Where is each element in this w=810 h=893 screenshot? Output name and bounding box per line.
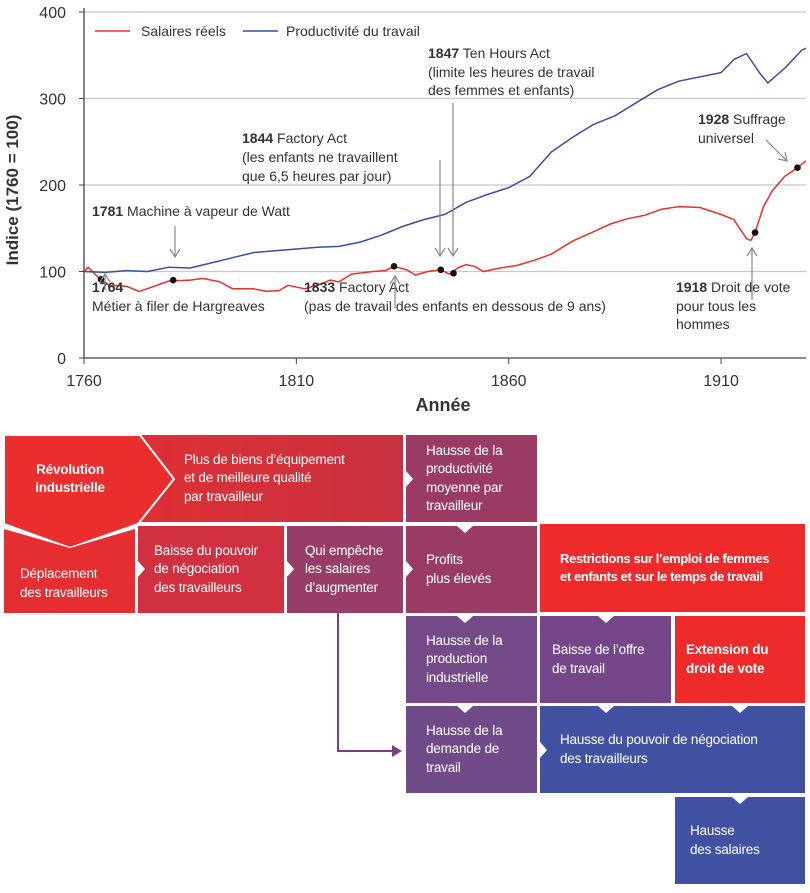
annotation-year: 1918 [676,279,707,295]
svg-text:1928 Suffrage: 1928 Suffrage [698,111,786,127]
annotation-year: 1928 [698,111,729,127]
box-employment-restrictions: Restrictions sur l’emploi de femmes et e… [540,524,805,612]
box-higher-bargaining-power: Hausse du pouvoir de négociation des tra… [540,706,805,793]
annotation-text: pour tous les [676,298,756,314]
flow-arrow-icon [406,471,413,487]
svg-text:1833 Factory Act: 1833 Factory Act [304,279,409,295]
flow-arrow-icon [287,561,294,577]
event-marker-1928 [794,164,801,171]
flow-arrow-icon [138,561,145,577]
x-tick-label: 1860 [491,373,527,390]
annotation-year: 1764 [92,279,123,295]
y-tick-label: 400 [39,5,66,22]
flow-arrow-icon [406,561,413,577]
x-axis-title: Année [415,395,470,415]
annotation-text: que 6,5 heures par jour) [242,168,391,184]
y-tick-label: 100 [39,265,66,282]
box-industrial-revolution-shape [3,434,176,550]
box-labour-demand-rise: Hausse de la demande de travail [406,706,537,793]
box-prevents-wage-rise: Qui empêche les salaires d’augmenter [287,526,403,613]
flow-arrow-icon [457,706,473,713]
box-lower-bargaining-power: Baisse du pouvoir de négociation des tra… [138,526,284,613]
flow-arrow-icon [457,616,473,623]
arrow-1847 [447,103,459,258]
flow-arrow-icon [598,616,614,623]
annotation-text: Métier à filer de Hargreaves [92,298,265,314]
y-tick-label: 200 [39,178,66,195]
x-tick-label: 1910 [703,373,739,390]
event-marker-1833 [390,263,398,270]
flow-arrow-icon [540,742,547,758]
y-tick-label: 300 [39,92,66,109]
annotation-1764: 1764 Métier à filer de Hargreaves [92,279,265,314]
annotation-text: universel [698,130,754,146]
flow-arrow-icon [457,526,473,533]
annotation-text: Factory Act [273,130,347,146]
annotation-1781: 1781 Machine à vapeur de Watt [92,203,290,219]
arrow-1844 [434,160,446,258]
y-tick-label: 0 [57,351,66,368]
annotation-text: Droit de vote [707,279,790,295]
annotation-text: (pas de travail des enfants en dessous d… [304,298,606,314]
svg-text:1847 Ten Hours Act: 1847 Ten Hours Act [428,45,550,61]
annotation-text: Suffrage [729,111,786,127]
legend-label-wages: Salaires réels [141,23,226,39]
event-marker-1844 [437,266,445,274]
arrow-1918 [746,246,758,300]
event-marker-1918 [751,229,759,236]
annotation-1928: 1928 Suffrage universel [698,111,786,146]
arrow-1781 [169,226,181,259]
svg-text:1781 Machine à vapeur de Watt: 1781 Machine à vapeur de Watt [92,203,290,219]
box-labour-supply-fall: Baisse de l’offre de travail [540,616,671,703]
arrow-1764 [99,272,111,290]
productivity-line [83,47,807,274]
flow-arrow-icon [732,706,748,713]
svg-text:1918 Droit de vote: 1918 Droit de vote [676,279,791,295]
event-marker-1847 [450,269,457,277]
box-industrial-output-rise: Hausse de la production industrielle [406,616,537,703]
annotation-text: Ten Hours Act [459,45,550,61]
event-marker-1781 [169,276,177,284]
box-wage-rise: Hausse des salaires [675,797,805,884]
annotation-text: des femmes et enfants) [428,82,574,98]
annotation-text: (limite les heures de travail [428,64,595,80]
box-more-capital-goods: Plus de biens d’équipement et de meilleu… [138,435,403,522]
annotation-year: 1844 [242,130,273,146]
flow-arrow-icon [732,797,748,804]
annotation-year: 1781 [92,203,123,219]
box-higher-profits: Profits plus élevés [406,526,537,613]
box-industrial-revolution: Révolution industrielle [35,461,105,496]
legend-label-productivity: Productivité du travail [286,23,420,39]
annotation-1918: 1918 Droit de vote pour tous les hommes [676,279,791,332]
connector-arrow [337,613,402,757]
x-tick-label: 1760 [66,373,102,390]
y-axis-title: Indice (1760 = 100) [3,115,22,266]
annotation-text: Machine à vapeur de Watt [123,203,290,219]
annotation-1844: 1844 Factory Act (les enfants ne travail… [242,130,398,184]
arrow-1833 [389,274,401,308]
box-voting-rights-extension: Extension du droit de vote [675,616,805,703]
x-tick-label: 1810 [279,373,315,390]
annotation-1833: 1833 Factory Act (pas de travail des enf… [304,279,606,314]
flow-arrow-icon [598,706,614,713]
annotation-year: 1847 [428,45,459,61]
arrow-1928 [765,139,788,162]
svg-text:1844 Factory Act: 1844 Factory Act [242,130,347,146]
line-chart: 0 100 200 300 400 1760 1810 1860 1910 Indice (17… [3,5,807,415]
annotation-text: hommes [676,316,730,332]
box-productivity-rise: Hausse de la productivité moyenne par tr… [406,435,537,522]
annotation-1847: 1847 Ten Hours Act (limite les heures de… [428,45,595,98]
annotation-text: (les enfants ne travaillent [242,149,398,165]
annotation-year: 1833 [304,279,335,295]
